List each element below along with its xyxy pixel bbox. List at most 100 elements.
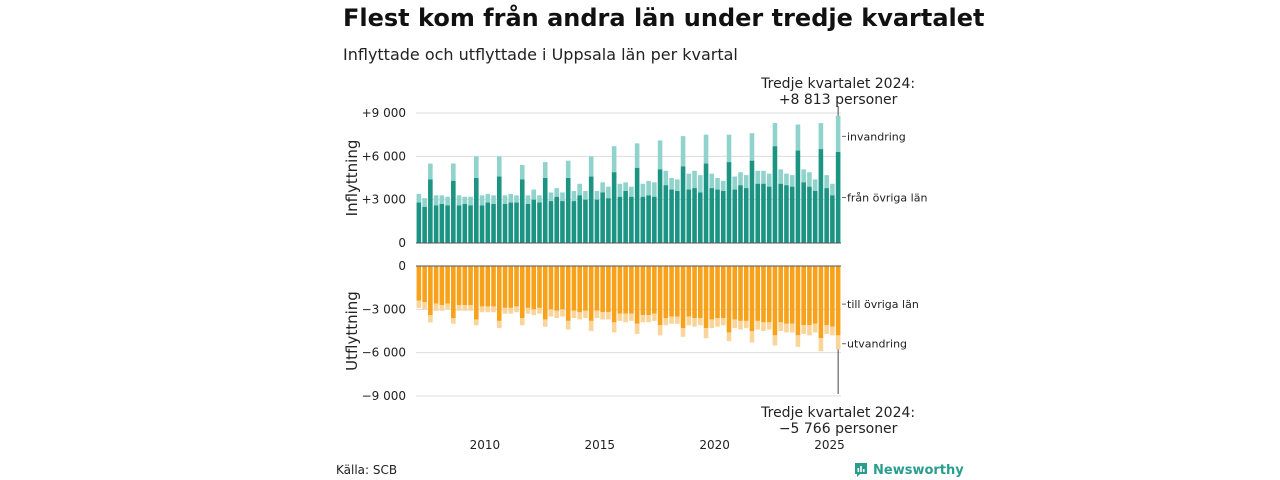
bar-utvandring xyxy=(778,322,783,331)
bar-fran-ovriga-lan xyxy=(468,205,473,243)
bar-invandring xyxy=(594,191,600,200)
bar-till-ovriga-lan xyxy=(657,266,663,326)
bar-utvandring xyxy=(502,307,508,314)
bar-invandring xyxy=(789,175,795,187)
bar-till-ovriga-lan xyxy=(749,266,755,331)
bar-fran-ovriga-lan xyxy=(657,169,663,243)
bar-invandring xyxy=(709,173,715,189)
bar-invandring xyxy=(531,189,537,200)
bar-invandring xyxy=(749,133,755,161)
bar-fran-ovriga-lan xyxy=(491,204,496,243)
bar-utvandring xyxy=(818,338,824,352)
bar-fran-ovriga-lan xyxy=(640,196,646,243)
bar-invandring xyxy=(583,191,588,200)
bar-invandring xyxy=(422,198,427,207)
brand-logo: Newsworthy xyxy=(854,462,964,478)
bar-till-ovriga-lan xyxy=(726,266,732,333)
bar-utvandring xyxy=(789,323,795,333)
bar-till-ovriga-lan xyxy=(629,266,634,314)
bar-utvandring xyxy=(594,310,600,318)
bar-till-ovriga-lan xyxy=(525,266,531,308)
bar-fran-ovriga-lan xyxy=(514,202,519,243)
bar-fran-ovriga-lan xyxy=(801,182,806,243)
bar-utvandring xyxy=(531,309,537,316)
y-axis-title-bottom: Utflyttning xyxy=(343,291,361,371)
bar-utvandring xyxy=(623,313,628,323)
bar-fran-ovriga-lan xyxy=(824,188,829,243)
bar-fran-ovriga-lan xyxy=(531,199,537,243)
bar-invandring xyxy=(818,123,824,150)
bar-till-ovriga-lan xyxy=(571,266,577,311)
bar-invandring xyxy=(835,115,841,152)
bar-invandring xyxy=(462,196,468,204)
bar-till-ovriga-lan xyxy=(606,266,611,313)
bar-invandring xyxy=(686,173,692,190)
bar-invandring xyxy=(496,156,502,177)
bar-fran-ovriga-lan xyxy=(508,202,514,243)
bar-invandring xyxy=(474,156,479,178)
bar-utvandring xyxy=(795,335,801,347)
bar-till-ovriga-lan xyxy=(537,266,542,308)
bar-fran-ovriga-lan xyxy=(807,186,812,243)
bar-till-ovriga-lan xyxy=(732,266,738,320)
bar-utvandring xyxy=(663,318,669,326)
bar-fran-ovriga-lan xyxy=(766,186,772,243)
bar-fran-ovriga-lan xyxy=(646,195,651,243)
bar-invandring xyxy=(554,188,560,197)
bar-till-ovriga-lan xyxy=(554,266,560,311)
bar-fran-ovriga-lan xyxy=(519,179,525,243)
bar-invandring xyxy=(801,169,806,183)
bar-fran-ovriga-lan xyxy=(772,146,778,243)
bar-utvandring xyxy=(634,323,640,334)
bar-till-ovriga-lan xyxy=(502,266,508,308)
bar-fran-ovriga-lan xyxy=(715,189,720,243)
bar-fran-ovriga-lan xyxy=(439,204,445,243)
y-tick-label-top: +3 000 xyxy=(362,193,406,207)
series-label-top: invandring xyxy=(847,130,906,143)
bar-utvandring xyxy=(640,315,646,323)
bar-invandring xyxy=(812,179,818,191)
utflyttning-bars xyxy=(416,266,841,352)
bar-invandring xyxy=(502,195,508,204)
bar-invandring xyxy=(703,134,709,164)
bar-invandring xyxy=(508,193,514,203)
bar-till-ovriga-lan xyxy=(565,266,571,321)
series-label-bottom: utvandring xyxy=(847,338,907,351)
bar-utvandring xyxy=(726,332,732,342)
bar-fran-ovriga-lan xyxy=(669,189,674,243)
bar-till-ovriga-lan xyxy=(755,266,761,321)
bar-invandring xyxy=(715,178,720,190)
annotation-bottom-line1: Tredje kvartalet 2024: xyxy=(760,405,915,421)
bar-invandring xyxy=(692,170,697,189)
bar-till-ovriga-lan xyxy=(812,266,818,324)
bar-utvandring xyxy=(479,306,485,313)
bar-till-ovriga-lan xyxy=(778,266,783,323)
bar-invandring xyxy=(588,156,594,177)
bar-utvandring xyxy=(462,305,468,311)
series-label-top: från övriga län xyxy=(847,192,927,205)
bar-till-ovriga-lan xyxy=(416,266,422,301)
bar-invandring xyxy=(560,192,565,202)
bar-invandring xyxy=(548,192,554,202)
bar-utvandring xyxy=(652,313,657,321)
bar-till-ovriga-lan xyxy=(697,266,703,318)
bar-till-ovriga-lan xyxy=(680,266,686,329)
annotation-top-line2: +8 813 personer xyxy=(779,92,898,108)
bar-utvandring xyxy=(468,305,473,311)
bar-invandring xyxy=(629,186,634,197)
bar-utvandring xyxy=(657,325,663,336)
bar-fran-ovriga-lan xyxy=(611,172,617,243)
bar-fran-ovriga-lan xyxy=(703,163,709,243)
bar-utvandring xyxy=(445,303,450,310)
bar-utvandring xyxy=(560,309,565,317)
bar-till-ovriga-lan xyxy=(623,266,628,314)
bar-invandring xyxy=(663,170,669,186)
bar-utvandring xyxy=(732,319,738,329)
bar-utvandring xyxy=(812,323,818,333)
bar-utvandring xyxy=(496,320,502,329)
bar-utvandring xyxy=(508,307,514,314)
bar-invandring xyxy=(451,163,456,181)
bar-invandring xyxy=(416,193,422,203)
bar-fran-ovriga-lan xyxy=(502,204,508,243)
